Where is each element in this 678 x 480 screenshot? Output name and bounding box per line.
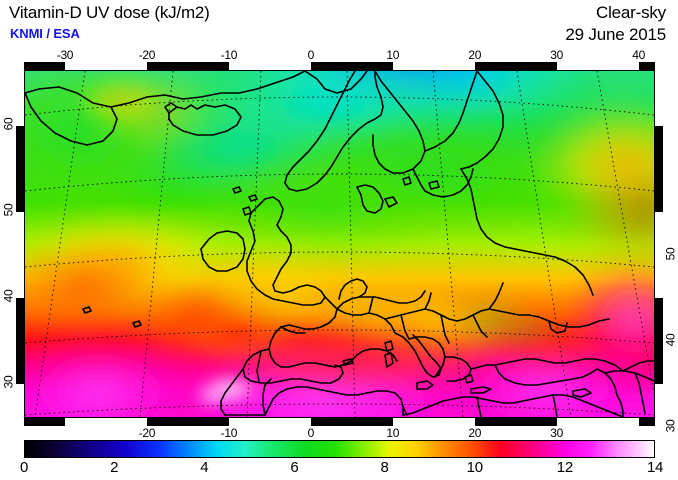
axis-tick-segment [655, 70, 663, 126]
axis-tick-segment [146, 62, 229, 70]
colorbar-tick-label: 8 [380, 459, 389, 476]
axis-tick-label: -20 [138, 48, 156, 62]
axis-tick-label: 10 [386, 426, 400, 440]
axis-tick-segment [16, 125, 24, 212]
axis-tick-segment [16, 211, 24, 298]
axis-tick-segment [638, 418, 655, 426]
axis-tick-segment [392, 418, 475, 426]
colorbar-tick-label: 14 [646, 459, 664, 476]
axis-tick-label: 30 [663, 419, 678, 432]
axis-tick-segment [474, 418, 557, 426]
axis-tick-label: 40 [632, 48, 645, 62]
axis-tick-label: 30 [550, 426, 564, 440]
axis-tick-label: 20 [468, 426, 482, 440]
axis-bar-bottom [24, 418, 655, 426]
axis-tick-segment [556, 62, 639, 70]
figure-title: Vitamin-D UV dose (kJ/m2) [9, 3, 210, 22]
axis-tick-label: 50 [663, 247, 678, 261]
colorbar-tick-label: 0 [19, 459, 29, 476]
colorbar-tick-label: 12 [556, 459, 573, 476]
axis-tick-label: 20 [468, 48, 482, 62]
axis-tick-segment [146, 418, 229, 426]
axis-tick-label: -20 [138, 426, 156, 440]
axis-tick-segment [228, 418, 311, 426]
axis-tick-label: 30 [1, 375, 16, 388]
axis-tick-segment [310, 62, 393, 70]
axis-bar-top [24, 62, 655, 70]
axis-tick-segment [655, 383, 663, 418]
axis-tick-label: 40 [663, 333, 678, 347]
axis-tick-segment [16, 383, 24, 418]
axis-tick-segment [24, 62, 65, 70]
axis-tick-segment [228, 62, 311, 70]
axis-bar-left [16, 70, 24, 418]
axis-tick-label: 30 [550, 48, 564, 62]
axis-tick-label: 60 [1, 117, 16, 131]
map-canvas [25, 71, 654, 417]
axis-tick-label: -10 [220, 48, 238, 62]
axis-tick-segment [24, 418, 65, 426]
sky-condition-label: Clear-sky [596, 3, 666, 22]
axis-tick-segment [16, 297, 24, 384]
axis-tick-label: 0 [307, 48, 315, 62]
axis-bar-right [655, 70, 663, 418]
axis-tick-label: -10 [220, 426, 238, 440]
axis-tick-segment [474, 62, 557, 70]
map-coastlines [25, 71, 654, 417]
axis-tick-label: 50 [1, 203, 16, 217]
colorbar-tick-label: 2 [110, 459, 119, 476]
axis-tick-segment [655, 297, 663, 384]
figure-date: 29 June 2015 [565, 25, 666, 44]
colorbar-tick-label: 10 [466, 459, 483, 476]
axis-tick-label: 0 [307, 426, 315, 440]
colorbar-gradient [25, 441, 654, 457]
axis-tick-segment [16, 70, 24, 126]
axis-tick-segment [392, 62, 475, 70]
axis-tick-label: -30 [56, 48, 74, 62]
axis-tick-segment [638, 62, 655, 70]
uv-dose-field [25, 71, 654, 417]
axis-tick-label: 40 [1, 289, 16, 303]
axis-tick-segment [556, 418, 639, 426]
axis-tick-segment [64, 62, 147, 70]
figure-institution: KNMI / ESA [10, 26, 80, 41]
axis-tick-label: 10 [386, 48, 400, 62]
map-svg [25, 71, 654, 417]
colorbar-tick-label: 4 [200, 459, 209, 476]
colorbar-tick-label: 6 [290, 459, 299, 476]
axis-tick-segment [64, 418, 147, 426]
axis-tick-segment [655, 125, 663, 212]
colorbar [24, 440, 655, 458]
axis-tick-segment [655, 211, 663, 298]
axis-tick-segment [310, 418, 393, 426]
